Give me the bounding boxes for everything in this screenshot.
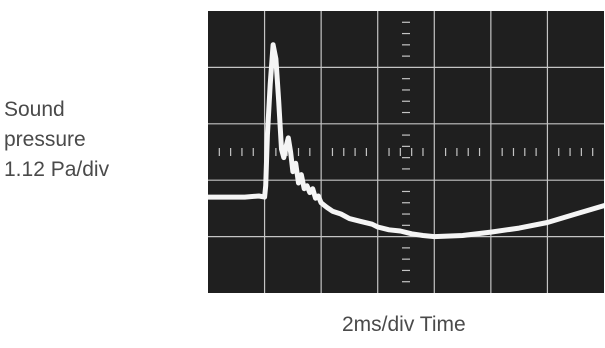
trace-line [208, 42, 604, 240]
oscilloscope-screen [208, 11, 604, 293]
x-axis-label: 2ms/div Time [342, 313, 466, 336]
y-axis-label-line-2: pressure [4, 128, 86, 151]
y-axis-label-line-3: 1.12 Pa/div [4, 158, 110, 181]
y-axis-label-line-1: Sound [4, 98, 65, 121]
y-axis-label: Sound pressure 1.12 Pa/div [4, 95, 194, 185]
